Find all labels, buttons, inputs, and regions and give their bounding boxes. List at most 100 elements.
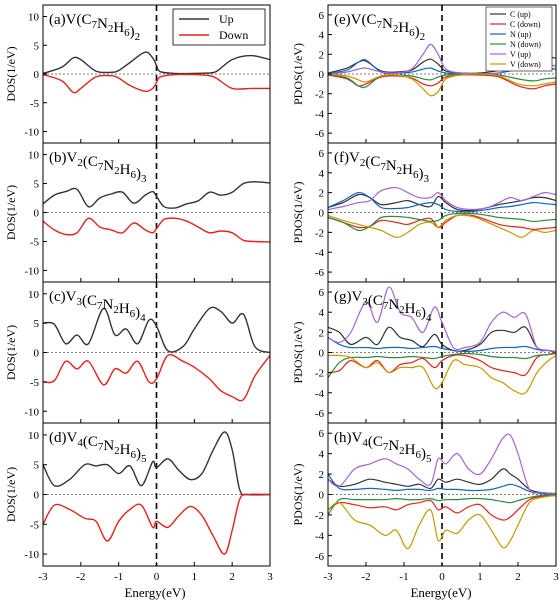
y-tick-label: -5 <box>30 98 40 110</box>
y-tick-label: -6 <box>315 551 325 563</box>
x-tick-label: -2 <box>361 571 370 583</box>
y-tick-label: -2 <box>315 368 324 380</box>
y-tick-label: 5 <box>34 179 40 191</box>
series-line-a-1 <box>42 73 270 94</box>
legend-label: N (down) <box>510 40 541 49</box>
y-tick-label: 5 <box>34 318 40 330</box>
y-tick-label: 10 <box>28 289 40 301</box>
x-tick-label: 0 <box>154 571 160 583</box>
y-axis-label: PDOS(1/eV) <box>291 321 305 383</box>
y-tick-label: -4 <box>315 247 325 259</box>
series-line-c-1 <box>42 354 271 402</box>
x-tick-label: 0 <box>439 571 445 583</box>
panel-title: (h)V4(C7N2H6)5 <box>334 430 432 465</box>
panel-title: (f)V2(C7N2H6)3 <box>334 150 430 185</box>
legend: C (up)C (down)N (up)N (down)V (up)V (dow… <box>485 6 553 72</box>
y-tick-label: 10 <box>28 150 40 162</box>
y-tick-label: 2 <box>319 469 325 481</box>
x-tick-label: 2 <box>229 571 235 583</box>
y-tick-label: 4 <box>319 307 325 319</box>
y-tick-label: 5 <box>34 40 40 52</box>
series-line-g-5 <box>327 354 557 395</box>
series-line-h-4 <box>327 433 557 495</box>
legend-label: C (down) <box>510 20 541 29</box>
x-tick-label: -1 <box>399 571 408 583</box>
y-axis-label: PDOS(1/eV) <box>291 463 305 525</box>
y-axis-label: DOS(1/eV) <box>4 467 18 522</box>
series-line-e-3 <box>327 73 557 89</box>
x-tick-label: -2 <box>76 571 85 583</box>
x-tick-label: 1 <box>477 571 483 583</box>
legend-label: N (up) <box>510 30 531 39</box>
series-line-f-5 <box>327 214 557 238</box>
panels-layer: -10-50510DOS(1/eV)(a)V(C7N2H6)2UpDown-10… <box>4 4 559 583</box>
panel-title: (a)V(C7N2H6)2 <box>49 12 140 43</box>
series-line-f-3 <box>327 212 557 232</box>
y-tick-label: 2 <box>319 49 325 61</box>
series-line-d-1 <box>42 493 271 555</box>
panel-a: -10 -5 0 5 10 DOS(1/eV) (a)V(C7N2H6)2 Up Down <box>4 4 271 144</box>
series-line-e-1 <box>327 74 557 90</box>
y-tick-label: 0 <box>34 208 40 220</box>
x-tick-label: -3 <box>323 571 333 583</box>
series-line-d-0 <box>42 431 271 496</box>
y-tick-label: 6 <box>319 428 325 440</box>
x-tick-label: -3 <box>38 571 48 583</box>
panel-h: -6 -4 -2 0 2 4 6 -3 -2 -1 0 1 2 3 PDOS(1/eV) (h)V4(C7N2… <box>291 422 559 583</box>
series-line-h-3 <box>327 493 557 516</box>
y-tick-label: -2 <box>315 510 324 522</box>
panel-title: (d)V4(C7N2H6)5 <box>49 430 147 465</box>
y-tick-label: -6 <box>315 128 325 140</box>
y-axis-label: PDOS(1/eV) <box>291 181 305 243</box>
y-axis-label: DOS(1/eV) <box>4 46 18 101</box>
y-tick-label: 0 <box>34 490 40 502</box>
y-tick-label: 2 <box>319 327 325 339</box>
y-tick-label: 5 <box>34 460 40 472</box>
y-tick-label: -5 <box>30 377 40 389</box>
panel-g: -6 -4 -2 0 2 4 6 PDOS(1/eV) (g)V3(C7N2H6)4 <box>291 281 557 424</box>
legend-label: V (up) <box>510 50 531 59</box>
y-tick-label: 0 <box>319 208 325 220</box>
panel-b: -10 -5 0 5 10 DOS(1/eV) (b)V2(C7N2H6)3 <box>4 142 271 283</box>
y-tick-label: -10 <box>24 549 39 561</box>
y-tick-label: 6 <box>319 287 325 299</box>
panel-title: (b)V2(C7N2H6)3 <box>49 150 147 185</box>
x-axis-label-left: Energy(eV) <box>124 585 185 600</box>
series-line-g-0 <box>327 326 557 354</box>
y-tick-label: -2 <box>315 227 324 239</box>
series-line-c-0 <box>42 306 271 354</box>
legend-label: Down <box>219 28 248 42</box>
series-line-g-1 <box>327 351 557 377</box>
legend-label: Up <box>219 12 234 26</box>
x-tick-label: 1 <box>192 571 198 583</box>
x-tick-label: 3 <box>553 571 559 583</box>
panel-f: -6 -4 -2 0 2 4 6 PDOS(1/eV) (f)V2(C7N2H6)3 <box>291 142 557 283</box>
y-tick-label: -5 <box>30 519 40 531</box>
panel-e: -6 -4 -2 0 2 4 6 PDOS(1/eV) (e)V(C7N2H6)2 C (up)C… <box>291 4 557 144</box>
x-axis-label-right: Energy(eV) <box>410 585 471 600</box>
series-line-b-1 <box>42 217 271 243</box>
y-tick-label: -10 <box>24 265 39 277</box>
legend-box <box>485 6 553 72</box>
y-tick-label: -10 <box>24 406 39 418</box>
y-tick-label: 0 <box>319 69 325 81</box>
y-tick-label: -4 <box>315 530 325 542</box>
y-tick-label: 0 <box>319 490 325 502</box>
y-tick-label: -6 <box>315 408 325 420</box>
legend-label: V (down) <box>510 60 541 69</box>
panel-title: (e)V(C7N2H6)2 <box>334 12 425 43</box>
y-tick-label: 10 <box>28 430 40 442</box>
series-line-h-0 <box>327 468 557 495</box>
series-line-h-2 <box>327 473 557 496</box>
legend: Up Down <box>172 8 266 46</box>
legend-box <box>172 8 266 46</box>
y-tick-label: -10 <box>24 127 39 139</box>
legend-label: C (up) <box>510 10 531 19</box>
x-tick-label: -1 <box>114 571 123 583</box>
y-tick-label: -6 <box>315 267 325 279</box>
y-tick-label: 10 <box>28 12 40 24</box>
y-tick-label: 4 <box>319 30 325 42</box>
panel-c: -10 -5 0 5 10 DOS(1/eV) (c)V3(C7N2H6)4 <box>4 281 271 424</box>
